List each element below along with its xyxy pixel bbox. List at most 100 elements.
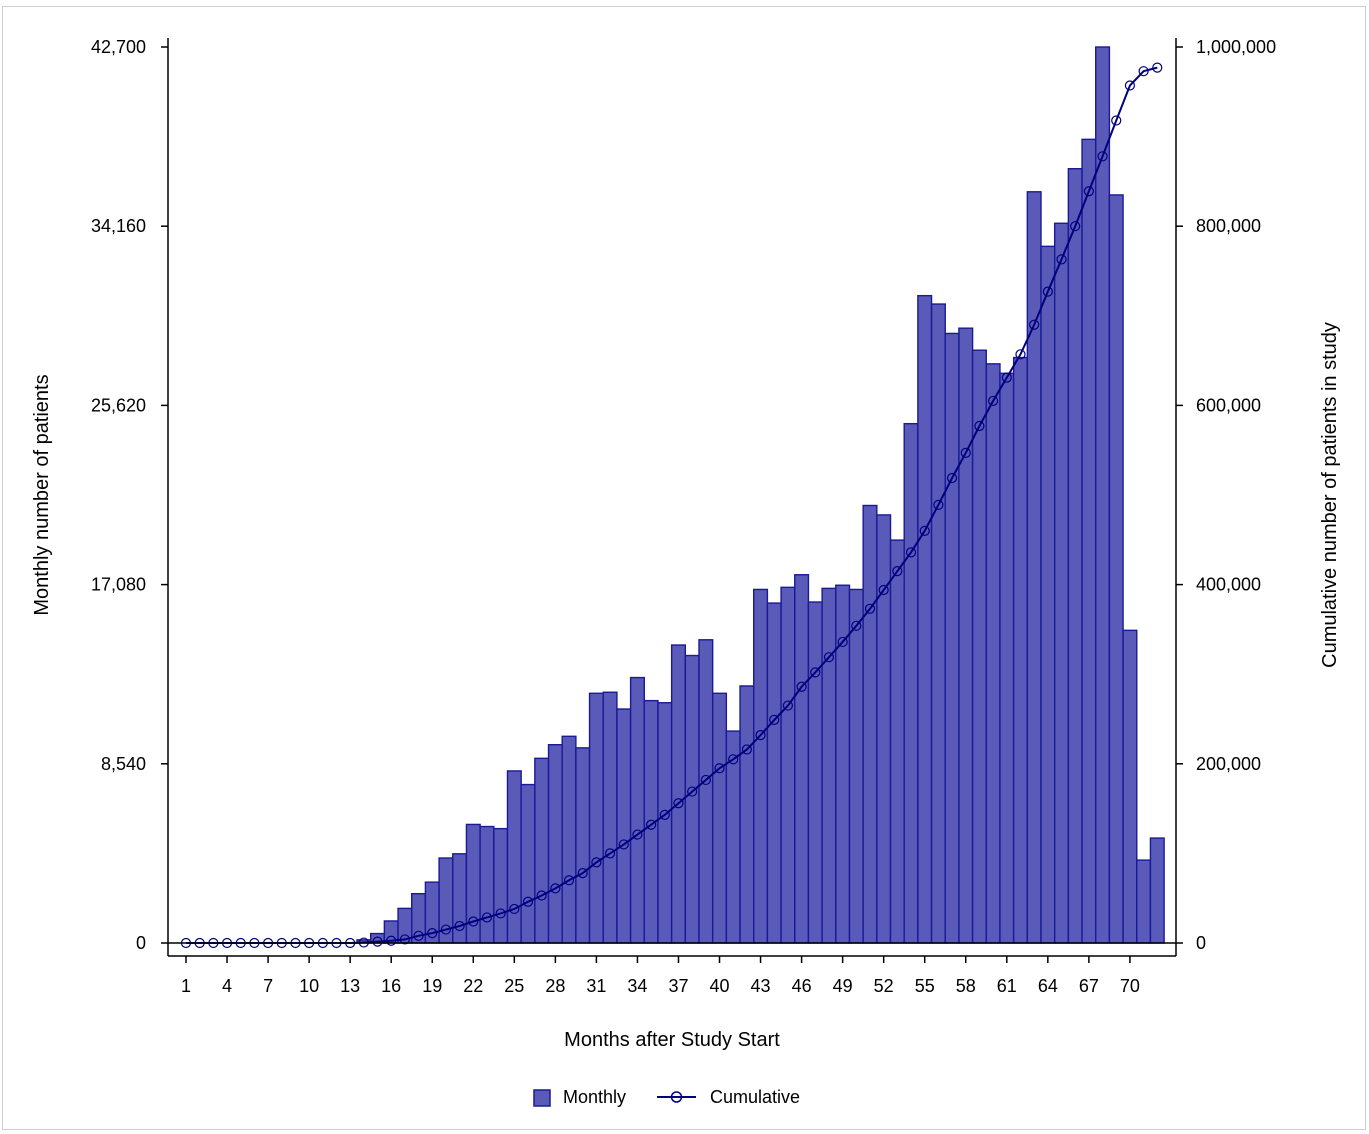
cumulative-point-month-53 [892, 566, 903, 577]
x-tick-label-61: 61 [997, 976, 1017, 996]
cumulative-point-month-72 [1152, 62, 1163, 73]
cumulative-point-month-48 [823, 652, 835, 663]
cumulative-point-month-47 [810, 667, 821, 678]
cumulative-point-month-18 [413, 930, 424, 941]
x-tick-label-40: 40 [710, 976, 730, 996]
cumulative-point-month-23 [481, 912, 493, 923]
cumulative-point-month-61 [1001, 372, 1012, 383]
y-axis-left-title: Monthly number of patients [31, 374, 53, 615]
x-tick-label-16: 16 [381, 976, 401, 996]
x-tick-label-25: 25 [504, 976, 524, 996]
bar-month-21 [452, 853, 468, 944]
bar-month-65 [1053, 222, 1070, 944]
x-tick-label-37: 37 [668, 976, 688, 996]
cumulative-point-month-44 [769, 714, 780, 726]
bar-month-61 [999, 372, 1015, 944]
cumulative-point-month-58 [960, 447, 971, 458]
cumulative-point-month-32 [604, 848, 616, 859]
x-tick-label-58: 58 [956, 976, 976, 996]
cumulative-point-month-71 [1138, 66, 1149, 77]
bar-month-55 [917, 294, 933, 944]
bar-month-31 [588, 692, 604, 944]
cumulative-point-month-54 [905, 547, 917, 558]
cumulative-point-month-51 [864, 603, 876, 614]
x-tick-label-43: 43 [751, 976, 771, 996]
bar-month-53 [889, 539, 905, 944]
bar-month-25 [506, 770, 522, 944]
bar-month-23 [479, 825, 495, 944]
bar-month-37 [670, 644, 687, 944]
bar-month-70 [1122, 629, 1138, 944]
x-tick-label-49: 49 [833, 976, 853, 996]
legend-swatch-cumulative-marker [670, 1091, 683, 1103]
bar-month-58 [958, 327, 974, 944]
bar-month-54 [903, 422, 919, 944]
cumulative-point-month-46 [796, 681, 807, 692]
bar-month-22 [465, 823, 481, 944]
cumulative-point-month-29 [563, 875, 575, 886]
cumulative-point-month-70 [1124, 80, 1136, 91]
cumulative-point-month-56 [933, 499, 944, 510]
cumulative-point-month-45 [782, 700, 794, 711]
x-tick-label-67: 67 [1079, 976, 1099, 996]
x-tick-label-31: 31 [586, 976, 606, 996]
cumulative-point-month-67 [1083, 186, 1094, 197]
y-left-tick-label-5: 42,700 [91, 37, 146, 57]
cumulative-point-month-69 [1111, 115, 1122, 126]
x-tick-label-34: 34 [627, 976, 647, 996]
bar-month-24 [493, 827, 509, 944]
cumulative-point-month-63 [1029, 319, 1040, 330]
x-tick-label-28: 28 [545, 976, 565, 996]
bar-month-62 [1012, 356, 1029, 944]
x-axis-title: Months after Study Start [564, 1029, 780, 1051]
bar-month-47 [807, 601, 823, 944]
bar-month-60 [985, 363, 1001, 944]
cumulative-point-month-68 [1097, 151, 1108, 162]
bar-month-69 [1108, 194, 1124, 944]
cumulative-point-month-55 [919, 525, 930, 536]
bar-month-67 [1081, 138, 1097, 944]
y-right-tick-label-1: 200,000 [1196, 754, 1261, 774]
cumulative-point-month-38 [687, 786, 698, 797]
x-tick-label-10: 10 [299, 976, 319, 996]
x-tick-label-52: 52 [874, 976, 894, 996]
bar-month-30 [575, 747, 591, 944]
bar-month-46 [794, 574, 810, 944]
cumulative-point-month-57 [946, 472, 958, 484]
cumulative-point-month-20 [440, 924, 452, 935]
x-tick-label-70: 70 [1120, 976, 1140, 996]
cumulative-point-month-40 [714, 763, 725, 774]
bar-month-49 [835, 584, 851, 944]
cumulative-point-month-26 [522, 896, 534, 907]
cumulative-point-month-50 [851, 620, 862, 631]
cumulative-point-month-64 [1042, 286, 1053, 297]
bar-month-48 [821, 587, 837, 944]
bar-month-42 [739, 685, 755, 944]
cumulative-point-month-66 [1070, 221, 1081, 232]
x-tick-label-22: 22 [463, 976, 483, 996]
y-right-tick-label-5: 1,000,000 [1196, 37, 1276, 57]
bar-month-63 [1026, 191, 1042, 944]
cumulative-point-month-24 [495, 908, 506, 919]
bar-month-34 [629, 676, 645, 944]
tick-labels: 1 4 7 10 13 16 19 22 25 28 31 34 37 40 43 46 49 52 55 58 61 6… [91, 37, 1276, 996]
cumulative-point-month-60 [988, 395, 999, 407]
bar-month-45 [780, 586, 796, 944]
x-tick-label-55: 55 [915, 976, 935, 996]
bar-month-52 [876, 514, 892, 944]
cumulative-point-month-49 [837, 636, 848, 648]
axes [167, 38, 1177, 957]
bar-month-39 [698, 639, 714, 944]
bar-month-44 [766, 602, 782, 944]
bar-month-57 [944, 332, 960, 944]
y-right-tick-label-0: 0 [1196, 933, 1206, 953]
bar-month-28 [547, 744, 563, 944]
legend: Monthly Cumulative [533, 1087, 800, 1107]
cumulative-point-month-52 [878, 584, 889, 596]
legend-label-monthly: Monthly [563, 1087, 626, 1107]
bar-month-36 [657, 702, 673, 944]
y-left-tick-label-0: 0 [136, 933, 146, 953]
bar-month-68 [1095, 46, 1111, 944]
y-axis-right-title: Cumulative number of patients in study [1319, 322, 1341, 668]
